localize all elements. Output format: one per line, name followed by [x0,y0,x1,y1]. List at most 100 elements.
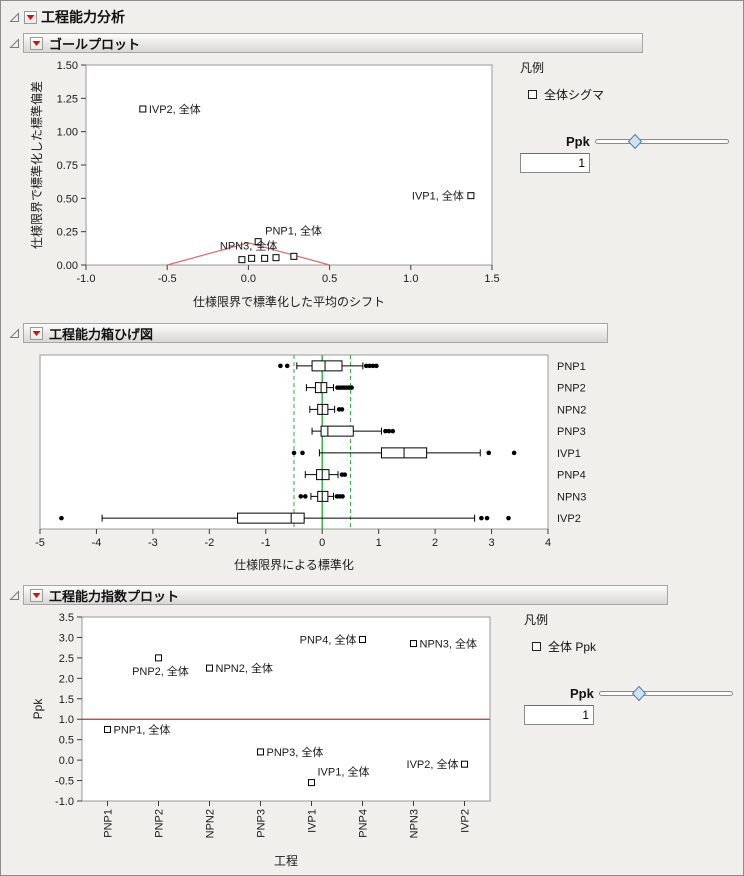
svg-text:PNP1: PNP1 [557,361,586,373]
svg-text:仕様限界で標準化した平均のシフト: 仕様限界で標準化した平均のシフト [193,294,385,309]
legend-item-overall-sigma[interactable]: 全体シグマ [528,86,730,103]
open-square-marker-icon [528,90,537,99]
goal-plot-canvas[interactable]: -1.0 -0.5 0.0 0.5 1.0 1.5 0.00 0.25 0.50 0.75 1.00… [28,57,506,313]
svg-text:IVP2, 全体: IVP2, 全体 [407,757,459,771]
legend-title: 凡例 [520,61,545,75]
goal-plot-title-bar: ゴールプロット [23,33,643,53]
svg-text:IVP2: IVP2 [557,513,581,525]
svg-text:IVP1: IVP1 [557,448,581,460]
svg-text:IVP2, 全体: IVP2, 全体 [149,102,201,116]
svg-text:0.00: 0.00 [57,260,78,272]
svg-text:PNP3, 全体: PNP3, 全体 [267,745,324,759]
svg-text:工程: 工程 [274,853,298,868]
goal-plot-body: -1.0 -0.5 0.0 0.5 1.0 1.5 0.00 0.25 0.50 0.75 1.00… [8,53,736,313]
svg-text:0.5: 0.5 [59,735,74,747]
capability-index-plot-section: 工程能力指数プロット 3.5 3.0 2.5 2.0 1.5 1.0 0.5 0.0 -0.5 -… [8,585,736,871]
svg-text:-2: -2 [204,537,214,549]
ppk-value-input[interactable] [520,153,590,173]
svg-text:0.0: 0.0 [241,273,256,285]
ppk-slider[interactable] [594,133,730,150]
goal-plot-header: ゴールプロット [8,33,736,53]
capability-box-plot-canvas[interactable]: PNP1 PNP2 NPN2 PNP3 IVP1 PNP4 NPN3 IVP2 -5 -4 -3 -2… [28,347,620,575]
svg-text:-5: -5 [35,537,45,549]
svg-text:0.75: 0.75 [57,160,78,172]
svg-text:IVP1, 全体: IVP1, 全体 [318,765,370,779]
svg-text:1.0: 1.0 [403,273,418,285]
red-triangle-menu-button[interactable] [30,588,43,602]
legend-item-label: 全体シグマ [544,88,605,102]
svg-text:NPN3: NPN3 [557,491,586,503]
svg-text:0.50: 0.50 [57,193,78,205]
index-plot-side-panel: 凡例 全体 Ppk Ppk [524,609,734,725]
capability-index-plot-title: 工程能力指数プロット [49,588,180,604]
capability-box-plot-section: 工程能力箱ひげ図 PNP1 PNP2 NPN2 PNP3 IVP1 PNP4 NPN3 IVP… [8,323,736,575]
svg-text:1.25: 1.25 [57,93,78,105]
svg-text:-1.0: -1.0 [77,273,96,285]
ppk-slider-row: Ppk [566,133,730,150]
svg-text:-0.5: -0.5 [55,776,74,788]
capability-index-plot-body: 3.5 3.0 2.5 2.0 1.5 1.0 0.5 0.0 -0.5 -1.0 PNP1 PNP2… [8,605,736,871]
goal-plot-side-panel: 凡例 全体シグマ Ppk [520,57,730,173]
svg-text:3: 3 [488,537,494,549]
report-title: 工程能力分析 [41,9,125,25]
red-triangle-menu-button[interactable] [30,326,43,340]
svg-text:PNP3: PNP3 [557,426,586,438]
svg-text:Ppk: Ppk [31,698,45,720]
disclosure-triangle-icon[interactable] [8,11,20,23]
disclosure-triangle-icon[interactable] [8,37,20,49]
svg-text:1.50: 1.50 [57,60,78,72]
capability-box-plot-header: 工程能力箱ひげ図 [8,323,736,343]
ppk-slider-label: Ppk [570,686,594,701]
svg-text:NPN2, 全体: NPN2, 全体 [216,661,273,675]
svg-text:3.0: 3.0 [59,632,74,644]
ppk-slider-row: Ppk [570,685,734,702]
svg-text:IVP2: IVP2 [460,809,472,833]
svg-text:PNP4: PNP4 [358,809,370,838]
goal-plot-title: ゴールプロット [49,36,141,52]
svg-text:PNP4: PNP4 [557,470,586,482]
svg-text:NPN2: NPN2 [557,404,586,416]
svg-text:4: 4 [545,537,551,549]
svg-text:-0.5: -0.5 [158,273,177,285]
svg-text:-1.0: -1.0 [55,796,74,808]
svg-text:NPN2: NPN2 [205,809,217,838]
capability-index-plot-header: 工程能力指数プロット [8,585,736,605]
disclosure-triangle-icon[interactable] [8,589,20,601]
svg-text:IVP1: IVP1 [307,809,319,833]
svg-text:2.0: 2.0 [59,673,74,685]
capability-box-plot-body: PNP1 PNP2 NPN2 PNP3 IVP1 PNP4 NPN3 IVP2 -5 -4 -3 -2… [8,343,736,575]
svg-text:-3: -3 [148,537,158,549]
svg-text:2.5: 2.5 [59,653,74,665]
svg-text:0.5: 0.5 [322,273,337,285]
capability-box-plot-title-bar: 工程能力箱ひげ図 [23,323,608,343]
disclosure-triangle-icon[interactable] [8,327,20,339]
svg-text:PNP1: PNP1 [103,809,115,838]
red-triangle-menu-button[interactable] [24,10,37,24]
svg-text:PNP1, 全体: PNP1, 全体 [114,722,171,736]
svg-text:NPN3, 全体: NPN3, 全体 [220,238,277,252]
legend-title: 凡例 [524,613,549,627]
ppk-slider[interactable] [598,685,734,702]
svg-text:PNP2: PNP2 [154,809,166,838]
open-square-marker-icon [532,642,541,651]
legend-item-overall-ppk[interactable]: 全体 Ppk [532,638,734,655]
capability-index-plot-title-bar: 工程能力指数プロット [23,585,668,605]
ppk-slider-label: Ppk [566,134,590,149]
svg-text:1: 1 [376,537,382,549]
svg-text:NPN3: NPN3 [409,809,421,838]
report-outline-header: 工程能力分析 [8,7,736,27]
capability-index-plot-canvas[interactable]: 3.5 3.0 2.5 2.0 1.5 1.0 0.5 0.0 -0.5 -1.0 PNP1 PNP2… [28,609,510,871]
ppk-value-input[interactable] [524,705,594,725]
svg-text:PNP2, 全体: PNP2, 全体 [132,664,189,678]
legend-item-label: 全体 Ppk [548,640,597,654]
svg-text:NPN3, 全体: NPN3, 全体 [420,637,477,651]
svg-text:IVP1, 全体: IVP1, 全体 [412,189,464,203]
svg-text:仕様限界で標準化した標準偏差: 仕様限界で標準化した標準偏差 [29,81,44,249]
svg-text:1.0: 1.0 [59,714,74,726]
svg-text:0.25: 0.25 [57,227,78,239]
svg-text:仕様限界による標準化: 仕様限界による標準化 [234,557,354,572]
svg-text:-1: -1 [261,537,271,549]
red-triangle-menu-button[interactable] [30,36,43,50]
capability-box-plot-title: 工程能力箱ひげ図 [49,326,154,342]
